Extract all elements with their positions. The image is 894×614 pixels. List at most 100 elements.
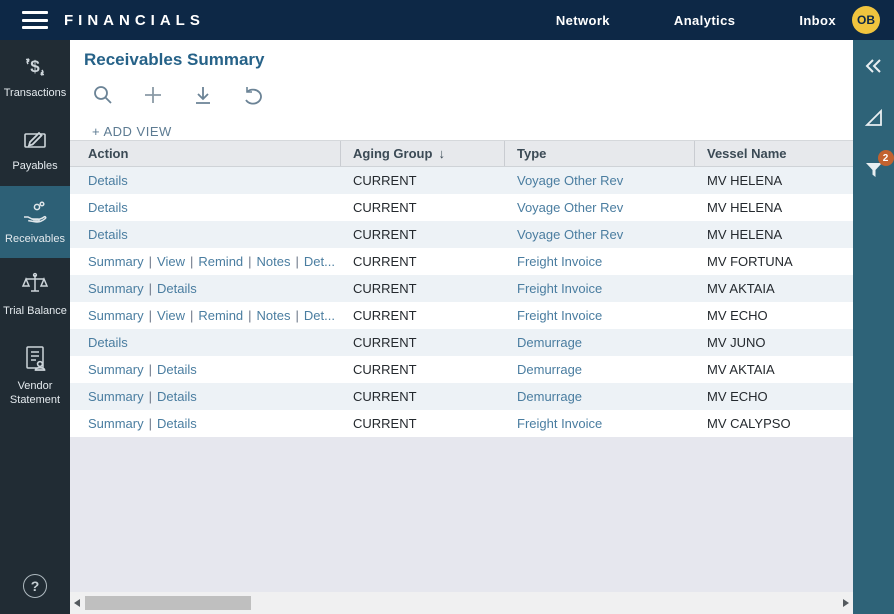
action-separator: |	[189, 254, 194, 269]
main-content: Receivables Summary	[70, 40, 853, 614]
type-link[interactable]: Freight Invoice	[517, 308, 603, 323]
aging-group-cell: CURRENT	[353, 281, 417, 296]
type-cell: Freight Invoice	[505, 248, 695, 275]
action-link-details[interactable]: Details	[88, 200, 128, 215]
table-row: Summary | Details CURRENT Freight Invoice MV …	[70, 275, 853, 302]
aging-group-cell: CURRENT	[353, 227, 417, 242]
download-icon[interactable]	[190, 82, 216, 108]
sidebar-item-payables[interactable]: Payables	[0, 113, 70, 186]
action-separator: |	[248, 254, 252, 269]
type-link[interactable]: Demurrage	[517, 335, 583, 350]
sidebar: $ Transactions Payables	[0, 40, 70, 614]
action-link-details[interactable]: Details	[88, 227, 128, 242]
type-link[interactable]: Demurrage	[517, 362, 583, 377]
vessel-name-cell: MV HELENA	[707, 200, 783, 215]
add-view-button[interactable]: + ADD VIEW	[92, 124, 172, 139]
action-link-notes[interactable]: Notes	[256, 308, 291, 323]
action-link-summary[interactable]: Summary	[88, 308, 144, 323]
triangle-ruler-icon[interactable]	[860, 104, 888, 132]
aging-group-cell: CURRENT	[353, 254, 417, 269]
type-cell: Voyage Other Rev	[505, 167, 695, 194]
action-separator: |	[148, 389, 153, 404]
action-link-details[interactable]: Details	[88, 173, 128, 188]
action-separator: |	[189, 308, 194, 323]
action-link-summary[interactable]: Summary	[88, 254, 144, 269]
action-link-summary[interactable]: Summary	[88, 416, 144, 431]
column-header-vessel-name[interactable]: Vessel Name	[707, 146, 787, 161]
action-link-details[interactable]: Details	[157, 362, 197, 377]
nav-inbox[interactable]: Inbox	[799, 12, 836, 28]
action-link-details[interactable]: Details	[157, 281, 197, 296]
aging-group-cell: CURRENT	[353, 308, 417, 323]
action-link-details[interactable]: Details	[157, 389, 197, 404]
action-cell: Summary | View | Remind | Notes | Det...	[70, 248, 341, 275]
column-header-type[interactable]: Type	[505, 141, 695, 166]
type-link[interactable]: Voyage Other Rev	[517, 227, 624, 242]
column-header-aging-group[interactable]: Aging Group ↓	[341, 141, 505, 166]
action-link-det[interactable]: Det...	[303, 254, 335, 269]
action-link-summary[interactable]: Summary	[88, 281, 144, 296]
action-link-remind[interactable]: Remind	[198, 254, 244, 269]
action-separator: |	[148, 416, 153, 431]
type-link[interactable]: Voyage Other Rev	[517, 200, 624, 215]
aging-group-cell: CURRENT	[353, 416, 417, 431]
type-link[interactable]: Voyage Other Rev	[517, 173, 624, 188]
sidebar-item-label: Transactions	[3, 87, 67, 99]
type-link[interactable]: Freight Invoice	[517, 281, 603, 296]
type-link[interactable]: Freight Invoice	[517, 416, 603, 431]
vessel-name-cell: MV JUNO	[707, 335, 766, 350]
action-link-det[interactable]: Det...	[303, 308, 335, 323]
action-separator: |	[148, 254, 153, 269]
table-row: Details CURRENT Voyage Other Rev MV HELENA	[70, 167, 853, 194]
action-separator: |	[248, 308, 252, 323]
action-separator: |	[148, 281, 153, 296]
scrollbar-thumb[interactable]	[85, 596, 251, 610]
chevron-double-left-icon[interactable]	[860, 52, 888, 80]
vessel-name-cell: MV AKTAIA	[707, 281, 775, 296]
nav-network[interactable]: Network	[555, 12, 610, 28]
horizontal-scrollbar[interactable]	[70, 592, 853, 614]
type-link[interactable]: Demurrage	[517, 389, 583, 404]
search-icon[interactable]	[90, 82, 116, 108]
column-header-action[interactable]: Action	[70, 141, 341, 166]
action-link-details[interactable]: Details	[157, 416, 197, 431]
avatar[interactable]: OB	[852, 6, 880, 34]
action-cell: Summary | Details	[70, 275, 341, 302]
action-link-remind[interactable]: Remind	[198, 308, 244, 323]
add-icon[interactable]	[140, 82, 166, 108]
action-link-summary[interactable]: Summary	[88, 389, 144, 404]
table-row: Summary | Details CURRENT Demurrage MV ECHO	[70, 383, 853, 410]
scroll-left-icon[interactable]	[70, 592, 84, 614]
action-link-details[interactable]: Details	[88, 335, 128, 350]
type-cell: Demurrage	[505, 329, 695, 356]
sidebar-item-transactions[interactable]: $ Transactions	[0, 40, 70, 113]
action-link-summary[interactable]: Summary	[88, 362, 144, 377]
nav-analytics[interactable]: Analytics	[673, 12, 736, 28]
aging-group-cell: CURRENT	[353, 335, 417, 350]
table-row: Details CURRENT Demurrage MV JUNO	[70, 329, 853, 356]
table-row: Summary | Details CURRENT Freight Invoice MV …	[70, 410, 853, 437]
table-body: Details CURRENT Voyage Other Rev MV HELENA D…	[70, 167, 853, 437]
vessel-name-cell: MV HELENA	[707, 227, 783, 242]
scroll-right-icon[interactable]	[839, 592, 853, 614]
type-cell: Demurrage	[505, 356, 695, 383]
aging-group-cell: CURRENT	[353, 389, 417, 404]
action-link-view[interactable]: View	[157, 308, 185, 323]
undo-icon[interactable]	[240, 82, 266, 108]
type-cell: Demurrage	[505, 383, 695, 410]
filter-funnel-icon[interactable]: 2	[860, 150, 894, 184]
right-tool-panel: 2	[853, 40, 894, 614]
svg-text:$: $	[30, 57, 40, 76]
action-cell: Summary | Details	[70, 383, 341, 410]
aging-group-cell: CURRENT	[353, 200, 417, 215]
hamburger-menu-icon[interactable]	[22, 11, 48, 29]
type-link[interactable]: Freight Invoice	[517, 254, 603, 269]
help-icon[interactable]: ?	[23, 574, 47, 598]
sidebar-item-trial-balance[interactable]: Trial Balance	[0, 258, 70, 331]
scales-icon	[20, 271, 50, 299]
sidebar-item-vendor-statement[interactable]: Vendor Statement	[0, 331, 70, 420]
action-link-notes[interactable]: Notes	[256, 254, 291, 269]
table-row: Summary | View | Remind | Notes | Det... CURRENT F…	[70, 248, 853, 275]
action-link-view[interactable]: View	[157, 254, 185, 269]
sidebar-item-receivables[interactable]: Receivables	[0, 185, 70, 259]
